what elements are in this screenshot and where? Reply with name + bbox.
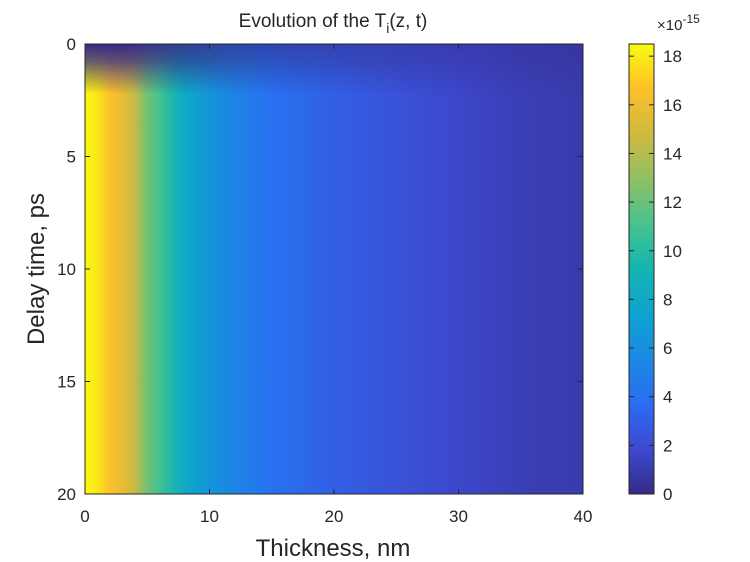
x-tick-label: 30 bbox=[449, 507, 468, 526]
x-tick-label: 10 bbox=[200, 507, 219, 526]
colorbar-tick-label: 0 bbox=[663, 485, 672, 504]
y-tick-label: 20 bbox=[57, 485, 76, 504]
x-tick-label: 40 bbox=[574, 507, 593, 526]
colorbar-tick-label: 16 bbox=[663, 96, 682, 115]
colorbar-tick-label: 12 bbox=[663, 193, 682, 212]
x-tick-label: 0 bbox=[80, 507, 89, 526]
colorbar-exponent: ×10-15 bbox=[657, 12, 700, 34]
y-tick-label: 0 bbox=[67, 35, 76, 54]
colorbar-tick-label: 2 bbox=[663, 436, 672, 455]
y-tick-label: 15 bbox=[57, 373, 76, 392]
heatmap-rise-band bbox=[85, 44, 583, 94]
plot-area bbox=[84, 43, 584, 495]
heatmap-field bbox=[85, 44, 583, 494]
colorbar-ticks: 0 2 4 6 8 10 12 14 16 18 bbox=[629, 47, 682, 504]
x-axis-label: Thickness, nm bbox=[256, 535, 411, 562]
y-tick-label: 10 bbox=[57, 260, 76, 279]
colorbar-strip bbox=[628, 43, 655, 495]
colorbar-tick-label: 4 bbox=[663, 388, 672, 407]
y-axis-label: Delay time, ps bbox=[23, 193, 50, 345]
colorbar-tick-label: 6 bbox=[663, 339, 672, 358]
colorbar: 0 2 4 6 8 10 12 14 16 18 ×10-15 bbox=[628, 12, 700, 504]
colorbar-tick-label: 10 bbox=[663, 242, 682, 261]
colorbar-tick-label: 14 bbox=[663, 144, 682, 163]
x-tick-label: 20 bbox=[325, 507, 344, 526]
colorbar-tick-label: 18 bbox=[663, 47, 682, 66]
colorbar-tick-label: 8 bbox=[663, 290, 672, 309]
chart-title: Evolution of the Ti(z, t) bbox=[239, 11, 428, 36]
y-tick-label: 5 bbox=[67, 148, 76, 167]
x-axis: 0 10 20 30 40 bbox=[80, 44, 592, 526]
y-axis: 0 5 10 15 20 bbox=[57, 35, 583, 504]
